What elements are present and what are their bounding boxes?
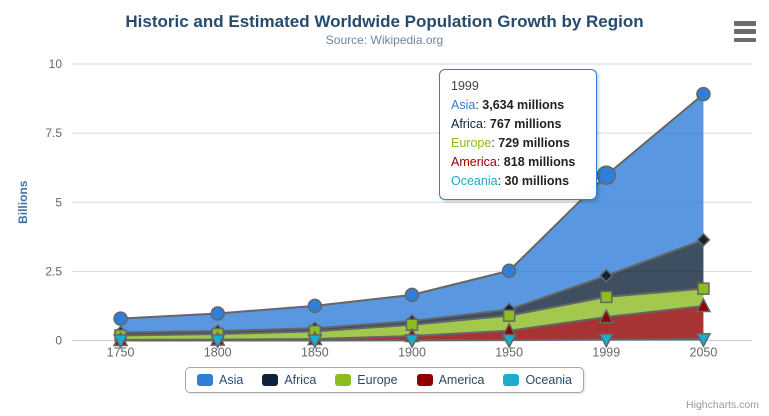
legend-box: Asia Africa Europe America Oceania: [185, 367, 584, 393]
x-axis-tick-label: 1800: [204, 346, 232, 360]
y-axis-tick-label: 7.5: [45, 126, 62, 140]
hamburger-menu-icon: [734, 21, 756, 26]
x-axis-tick-label: 1850: [301, 346, 329, 360]
y-axis-title: Billions: [16, 180, 30, 224]
tooltip-row-africa: Africa: 767 millions: [451, 117, 562, 131]
hamburger-menu-icon: [734, 29, 756, 34]
marker-oceania-1950[interactable]: [501, 333, 517, 349]
legend-swatch-america: [416, 374, 433, 386]
legend-swatch-oceania: [503, 374, 520, 386]
highcharts-credits[interactable]: Highcharts.com: [686, 399, 759, 411]
y-axis-tick-label: 0: [55, 334, 62, 348]
marker-africa-2050[interactable]: [696, 232, 711, 247]
marker-oceania-1850[interactable]: [307, 334, 323, 350]
marker-asia-2050[interactable]: [696, 86, 711, 102]
y-axis-tick-label: 5: [55, 195, 62, 209]
hamburger-menu-icon: [734, 37, 756, 42]
tooltip: 1999 Asia: 3,634 millions Africa: 767 mil…: [439, 69, 597, 200]
marker-asia-1900[interactable]: [404, 287, 420, 303]
tooltip-header: 1999: [451, 79, 479, 93]
tooltip-row-oceania: Oceania: 30 millions: [451, 174, 570, 188]
legend-item-oceania[interactable]: Oceania: [503, 373, 572, 387]
x-axis-tick-label: 1999: [592, 346, 620, 360]
marker-asia-1999[interactable]: [596, 165, 617, 185]
marker-oceania-1800[interactable]: [209, 334, 226, 350]
area-series-america[interactable]: [120, 306, 704, 341]
legend-item-africa[interactable]: Africa: [262, 373, 316, 387]
legend-item-europe[interactable]: Europe: [335, 373, 398, 387]
x-axis-tick-label: 1750: [107, 346, 135, 360]
marker-asia-1750[interactable]: [113, 311, 128, 326]
marker-africa-1999[interactable]: [599, 268, 614, 283]
tooltip-row-europe: Europe: 729 millions: [451, 136, 570, 150]
marker-europe-1950[interactable]: [502, 309, 516, 322]
legend-swatch-europe: [335, 374, 352, 386]
marker-asia-1800[interactable]: [210, 306, 225, 321]
legend-label: America: [438, 373, 485, 387]
marker-oceania-1750[interactable]: [112, 334, 129, 350]
marker-oceania-1900[interactable]: [404, 334, 420, 349]
marker-europe-1999[interactable]: [600, 290, 613, 304]
legend-swatch-africa: [262, 374, 279, 386]
legend-item-america[interactable]: America: [416, 373, 485, 387]
chart-title: Historic and Estimated Worldwide Populat…: [125, 12, 644, 31]
marker-asia-1850[interactable]: [307, 298, 323, 314]
legend-label: Africa: [284, 373, 317, 387]
legend-item-asia[interactable]: Asia: [197, 373, 243, 387]
legend: Asia Africa Europe America Oceania: [0, 367, 769, 393]
marker-oceania-2050[interactable]: [695, 332, 712, 348]
x-axis-tick-label: 1900: [398, 346, 426, 360]
y-axis-tick-label: 10: [49, 57, 63, 71]
legend-label: Europe: [357, 373, 398, 387]
marker-asia-1950[interactable]: [501, 263, 517, 279]
legend-label: Oceania: [525, 373, 572, 387]
y-axis-tick-label: 2.5: [45, 264, 62, 278]
tooltip-row-america: America: 818 millions: [451, 155, 576, 169]
x-axis-tick-label: 1950: [495, 346, 523, 360]
marker-america-1999[interactable]: [598, 308, 615, 324]
legend-swatch-asia: [197, 374, 213, 386]
area-series-africa[interactable]: [120, 239, 704, 336]
legend-label: Asia: [219, 373, 244, 387]
x-axis-tick-label: 2050: [690, 346, 718, 360]
marker-europe-2050[interactable]: [697, 282, 710, 295]
area-series-asia[interactable]: [120, 94, 704, 333]
chart-subtitle: Source: Wikipedia.org: [325, 33, 444, 47]
marker-america-2050[interactable]: [695, 297, 712, 313]
marker-oceania-1999[interactable]: [598, 333, 615, 349]
tooltip-row-asia: Asia: 3,634 millions: [451, 98, 565, 112]
export-menu-button[interactable]: [734, 21, 756, 42]
